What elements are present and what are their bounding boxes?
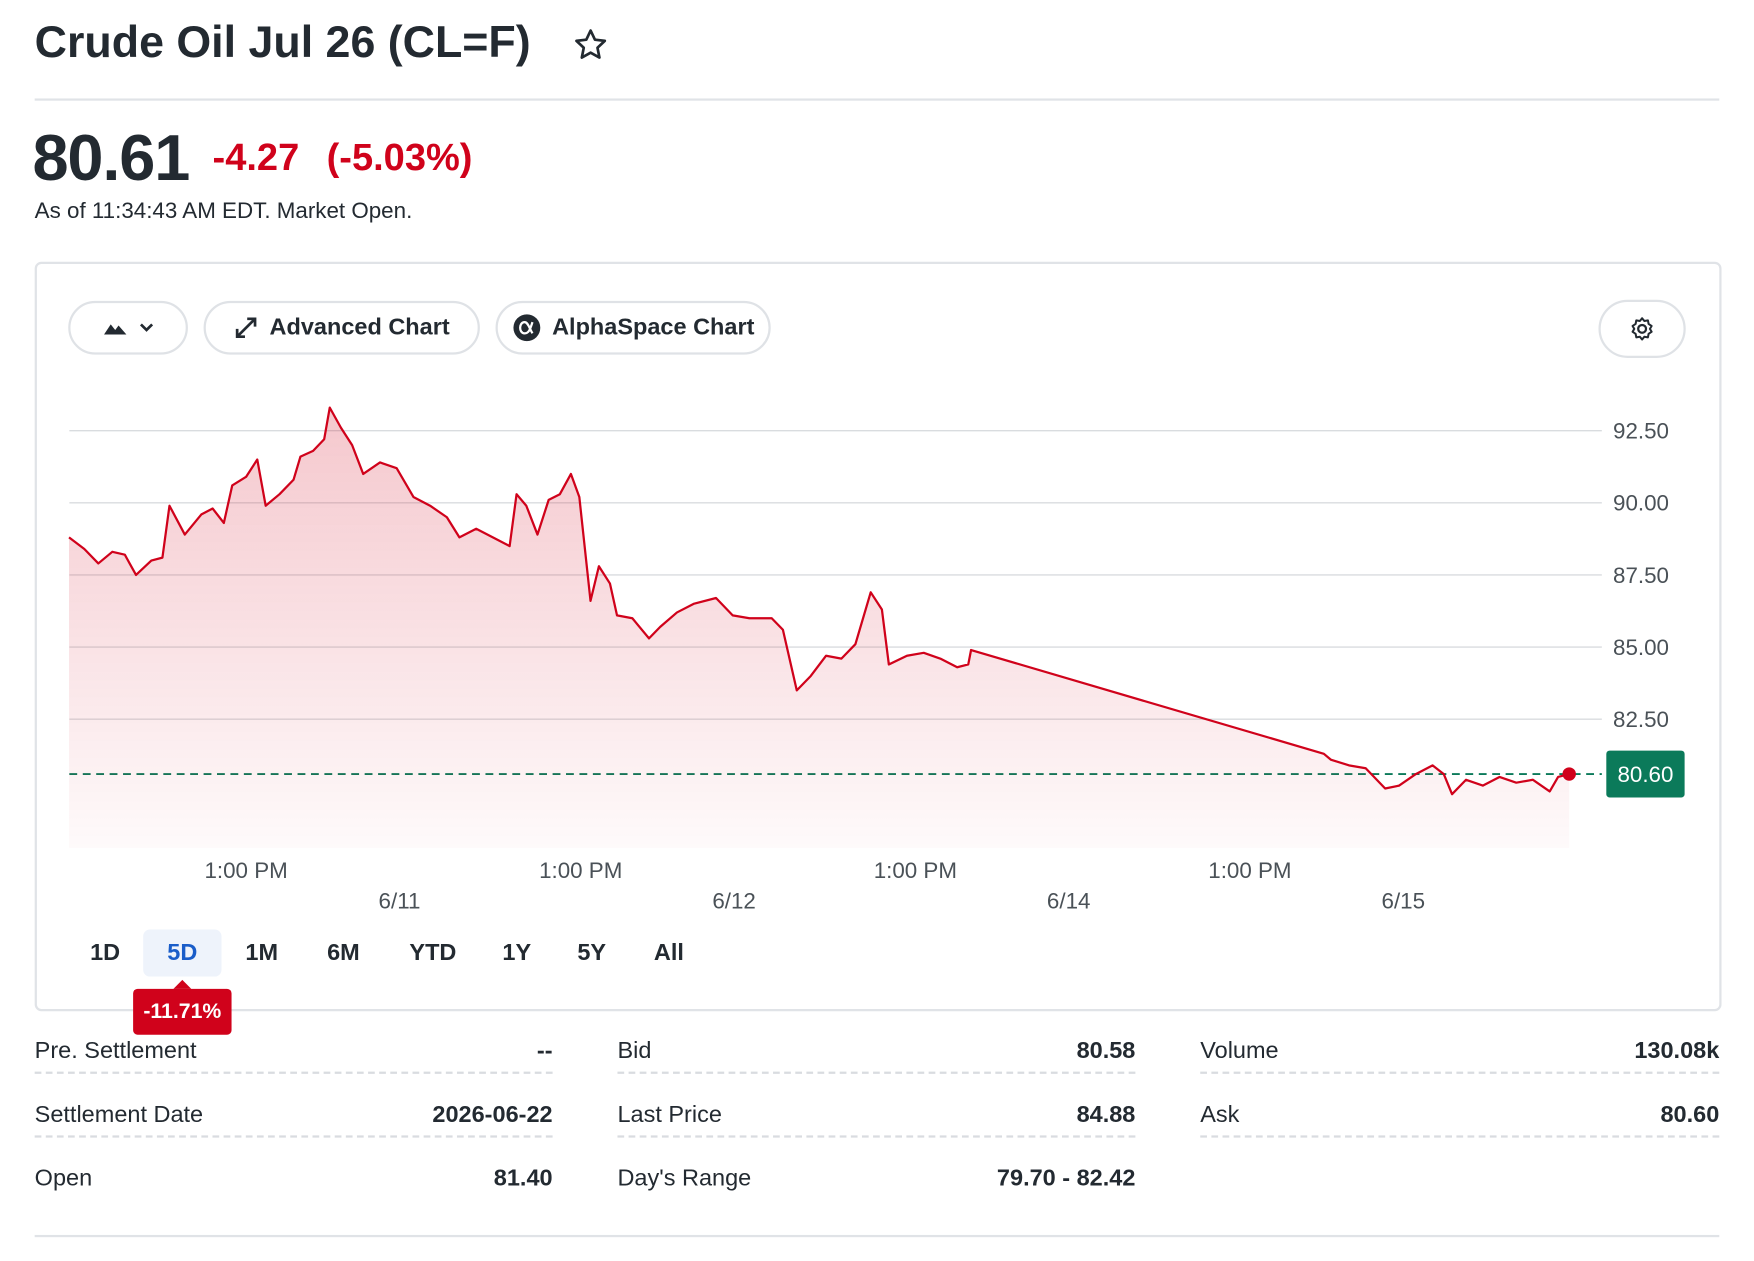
advanced-chart-button[interactable]: Advanced Chart <box>203 300 480 355</box>
alpha-icon <box>512 314 540 342</box>
stat-row: Last Price 84.88 <box>617 1101 1136 1138</box>
x-tick-label: 1:00 PM <box>539 858 622 883</box>
y-tick-label: 90.00 <box>1613 491 1669 516</box>
price-change-percent: (-5.03%) <box>326 136 473 179</box>
button-label: AlphaSpace Chart <box>552 314 755 341</box>
stat-label: Ask <box>1200 1101 1240 1128</box>
watchlist-star[interactable] <box>573 27 609 63</box>
range-button[interactable]: YTD <box>409 939 457 966</box>
divider <box>34 98 1720 101</box>
date-tick-label: 6/15 <box>1382 888 1426 913</box>
alphaspace-chart-button[interactable]: AlphaSpace Chart <box>495 300 771 355</box>
range-button[interactable]: All <box>653 939 684 966</box>
stat-row: Volume 130.08k <box>1200 1038 1720 1074</box>
range-change-badge: -11.71% <box>133 979 232 1035</box>
date-tick-label: 6/12 <box>712 888 756 913</box>
x-tick-label: 1:00 PM <box>1208 858 1291 883</box>
y-tick-label: 92.50 <box>1613 418 1669 443</box>
stat-row: Pre. Settlement -- <box>34 1038 553 1074</box>
price-change: -4.27 <box>212 136 300 179</box>
mountain-icon <box>103 324 126 335</box>
chart-type-button[interactable] <box>68 300 188 355</box>
price-chart: 82.50 85.00 87.50 90.00 92.50 1:00 PM 1:00 PM 1… <box>68 406 1685 913</box>
last-point <box>1562 767 1576 781</box>
stat-value: 79.70 - 82.42 <box>996 1165 1136 1192</box>
expand-icon <box>235 317 257 339</box>
stat-row: Day's Range 79.70 - 82.42 <box>617 1166 1135 1200</box>
chart-card <box>34 261 1722 1012</box>
price-line <box>68 406 1570 796</box>
range-button[interactable]: 5D <box>143 929 222 977</box>
y-tick-label: 85.00 <box>1613 635 1669 660</box>
gear-icon <box>1631 317 1653 341</box>
date-tick-label: 6/14 <box>1047 888 1091 913</box>
market-status: As of 11:34:43 AM EDT. Market Open. <box>34 199 413 224</box>
stat-value: 130.08k <box>1634 1038 1720 1064</box>
stat-value: 80.58 <box>1076 1038 1136 1064</box>
divider <box>34 1234 1720 1238</box>
quote-title: Crude Oil Jul 26 (CL=F) <box>34 17 531 68</box>
stat-row: Settlement Date 2026-06-22 <box>34 1101 553 1138</box>
stat-label: Pre. Settlement <box>34 1038 197 1064</box>
stat-label: Volume <box>1200 1038 1279 1064</box>
x-tick-label: 1:00 PM <box>874 858 957 883</box>
range-button[interactable]: 5Y <box>577 939 607 966</box>
stat-row: Open 81.40 <box>35 1166 553 1200</box>
stat-label: Day's Range <box>617 1165 752 1192</box>
stat-label: Settlement Date <box>34 1101 204 1128</box>
y-tick-label: 87.50 <box>1613 563 1669 588</box>
price: 80.61 <box>32 121 190 195</box>
settings-button[interactable] <box>1598 299 1686 358</box>
range-button[interactable]: 1Y <box>502 939 532 966</box>
stat-value: 81.40 <box>493 1165 553 1192</box>
date-tick-label: 6/11 <box>379 888 421 913</box>
stat-value: 80.60 <box>1660 1101 1720 1128</box>
chevron-icon <box>139 323 153 332</box>
stat-row: Ask 80.60 <box>1200 1101 1720 1138</box>
button-label: Advanced Chart <box>269 314 450 341</box>
stat-value: 84.88 <box>1076 1101 1136 1128</box>
stat-label: Last Price <box>617 1101 722 1128</box>
x-tick-label: 1:00 PM <box>204 858 287 883</box>
range-button[interactable]: 1M <box>245 939 279 966</box>
reference-label-box <box>1606 750 1685 798</box>
stat-label: Open <box>34 1165 93 1192</box>
range-button[interactable]: 6M <box>327 939 360 966</box>
stat-label: Bid <box>617 1038 652 1064</box>
area-fill <box>69 407 1570 848</box>
range-button[interactable]: 1D <box>90 939 121 966</box>
reference-label: 80.60 <box>1617 762 1673 787</box>
y-tick-label: 82.50 <box>1613 707 1669 732</box>
stat-value: 2026-06-22 <box>432 1101 553 1128</box>
stat-row: Bid 80.58 <box>617 1038 1136 1074</box>
stat-value: -- <box>536 1038 553 1064</box>
